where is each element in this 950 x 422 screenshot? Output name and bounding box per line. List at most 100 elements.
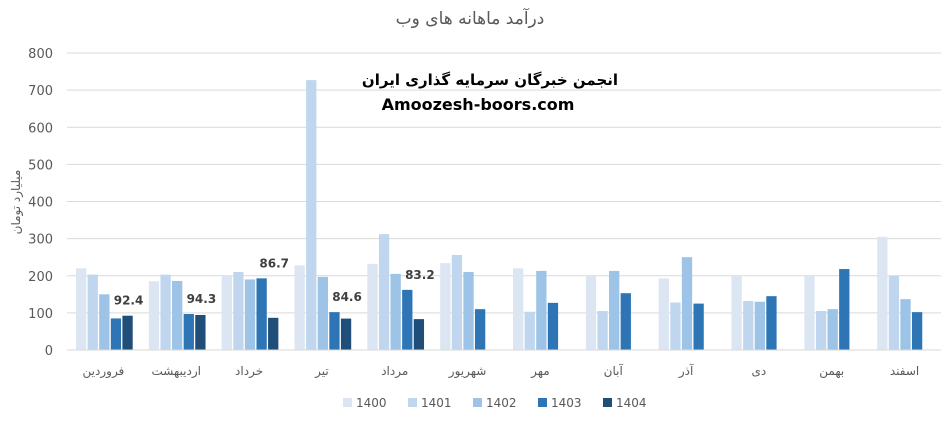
bar-1404-4: [340, 318, 352, 350]
y-tick-label: 100: [28, 307, 53, 322]
bar-1403-6: [474, 309, 486, 350]
data-label-1404: 84.6: [332, 290, 362, 304]
bar-1402-3: [244, 279, 256, 350]
bar-1403-7: [547, 302, 559, 350]
legend-label: 1401: [421, 396, 452, 410]
x-axis-categories: فروردین اردیبهشت خرداد تیر مرداد شهریور مهر آبا…: [83, 363, 920, 379]
y-tick-label: 500: [28, 158, 53, 173]
y-tick-label: 700: [28, 84, 53, 99]
x-category-label: آذر: [678, 363, 694, 379]
legend-swatch-1400: [343, 398, 352, 407]
watermark-line-2: Amoozesh-boors.com: [382, 95, 575, 114]
bar-1401-6: [451, 254, 463, 350]
bar-1402-10: [754, 301, 765, 350]
bar-1403-11: [839, 269, 850, 350]
bar-1401-12: [888, 275, 900, 350]
bar-1403-9: [693, 303, 704, 350]
bar-1400-5: [367, 263, 378, 350]
bar-1403-10: [766, 296, 777, 350]
bar-1403-8: [620, 293, 631, 350]
bar-1400-12: [877, 236, 888, 350]
bar-1401-10: [743, 300, 754, 350]
bar-1402-6: [463, 272, 474, 350]
y-axis-label: میلیارد تومان: [9, 170, 24, 235]
bar-1402-1: [99, 294, 110, 350]
legend-label: 1403: [551, 396, 582, 410]
x-category-label: تیر: [314, 364, 329, 379]
bar-1403-3: [256, 278, 267, 350]
bar-1400-11: [804, 275, 815, 350]
y-tick-label: 300: [28, 233, 53, 248]
x-category-label: بهمن: [819, 364, 844, 379]
bar-1403-2: [183, 313, 194, 350]
bar-1402-5: [390, 273, 401, 350]
bar-1401-9: [670, 302, 681, 350]
bar-1401-8: [597, 311, 608, 350]
bar-1400-6: [440, 263, 451, 350]
legend-label: 1404: [616, 396, 647, 410]
bar-1401-5: [378, 234, 390, 350]
x-category-label: شهریور: [448, 364, 487, 379]
data-labels: 92.4 94.3 86.7 84.6 83.2: [114, 256, 435, 307]
legend-swatch-1404: [603, 398, 612, 407]
y-tick-label: 200: [28, 270, 53, 285]
x-category-label: آبان: [604, 363, 624, 378]
bar-1400-8: [585, 275, 597, 350]
data-label-1404: 83.2: [405, 268, 435, 282]
x-category-label: دی: [752, 364, 767, 378]
bar-1401-4: [306, 80, 317, 350]
x-category-label: مهر: [530, 364, 550, 379]
bar-1402-7: [536, 270, 547, 350]
data-label-1404: 92.4: [114, 294, 144, 308]
gridlines: [67, 52, 941, 314]
bar-1402-2: [172, 280, 183, 350]
bar-1400-9: [658, 278, 669, 350]
bar-1401-2: [160, 274, 171, 350]
bar-1402-12: [900, 299, 911, 350]
bar-1402-8: [609, 270, 620, 350]
legend-label: 1400: [356, 396, 387, 410]
bar-1400-10: [731, 275, 742, 350]
y-tick-label: 800: [28, 47, 53, 62]
x-category-label: مرداد: [381, 364, 408, 379]
bar-1400-3: [221, 275, 232, 350]
y-tick-label: 600: [28, 121, 53, 136]
bar-1403-12: [911, 312, 923, 350]
bar-1404-3: [268, 317, 279, 350]
bar-1400-2: [148, 281, 160, 350]
y-tick-label: 400: [28, 196, 53, 211]
data-label-1404: 94.3: [187, 292, 217, 306]
bar-1401-1: [87, 274, 98, 350]
x-category-label: فروردین: [83, 364, 125, 379]
x-category-label: اسفند: [890, 364, 919, 378]
bar-1401-7: [524, 311, 535, 350]
bar-1403-4: [329, 312, 340, 350]
legend-swatch-1402: [473, 398, 482, 407]
bar-1400-4: [294, 265, 305, 350]
bar-1403-5: [402, 289, 413, 350]
legend-swatch-1401: [408, 398, 417, 407]
bar-1400-1: [76, 268, 87, 350]
x-category-label: اردیبهشت: [152, 364, 201, 379]
y-tick-label: 0: [45, 344, 53, 359]
bar-1404-1: [122, 315, 133, 350]
bar-1402-4: [317, 276, 328, 350]
bar-1403-1: [110, 318, 122, 350]
chart-title: درآمد ماهانه های وب: [396, 7, 545, 29]
legend-label: 1402: [486, 396, 517, 410]
legend: 1400 1401 1402 1403 1404: [343, 396, 647, 410]
bars: [76, 80, 923, 350]
watermark-line-1: انجمن خبرگان سرمایه گذاری ایران: [362, 71, 618, 89]
legend-swatch-1403: [538, 398, 547, 407]
x-category-label: خرداد: [235, 364, 263, 379]
data-label-1404: 86.7: [259, 256, 289, 270]
bar-1402-11: [827, 309, 838, 350]
bar-1404-2: [195, 314, 206, 350]
bar-1401-3: [233, 272, 244, 350]
bar-1400-7: [513, 268, 524, 350]
bar-1404-5: [413, 319, 425, 350]
y-axis-ticks: 0 100 200 300 400 500 600 700 800: [28, 47, 53, 359]
bar-1402-9: [681, 257, 693, 350]
